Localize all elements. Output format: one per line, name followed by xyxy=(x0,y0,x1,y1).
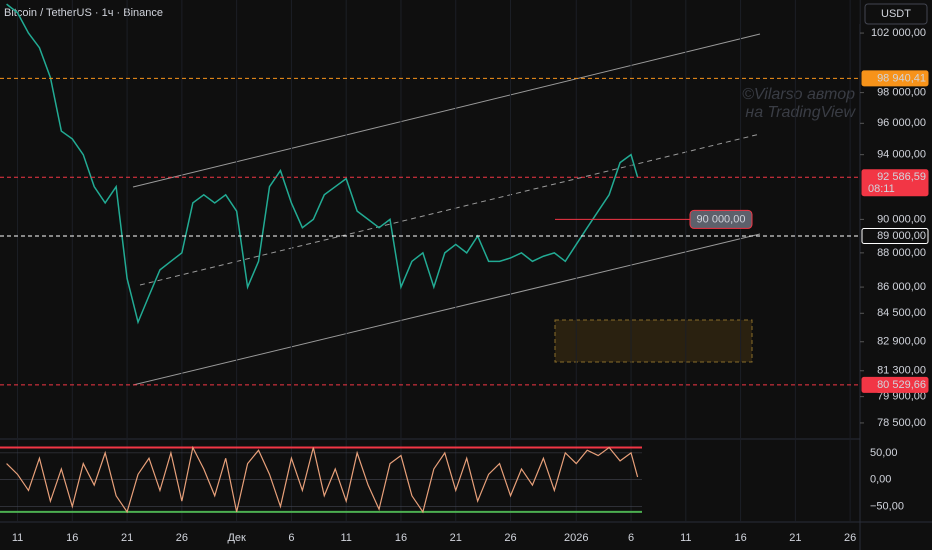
osc-line xyxy=(6,445,639,514)
price-tag xyxy=(861,70,929,87)
price-tag xyxy=(861,169,929,197)
y-tick-label: 81 300,00 xyxy=(877,365,926,377)
x-tick-label: 26 xyxy=(176,532,188,544)
x-tick-label: 11 xyxy=(12,532,23,544)
y-tick-label: 96 000,00 xyxy=(877,117,926,129)
annotation-box xyxy=(689,209,753,229)
x-tick-label: 26 xyxy=(844,532,856,544)
x-tick-label: 11 xyxy=(680,532,691,544)
currency: USDT xyxy=(881,8,911,20)
watermark: на TradingView xyxy=(745,104,856,121)
price-tag-label: 92 586,59 xyxy=(877,171,926,183)
y-tick-label: 79 900,00 xyxy=(877,391,926,403)
x-tick-label: 16 xyxy=(66,532,78,544)
y-tick-label: 94 000,00 xyxy=(877,149,926,161)
symbol-title: Bitcoin / TetherUS · 1ч · Binance xyxy=(4,7,163,19)
x-tick-label: 2026 xyxy=(564,532,588,544)
x-tick-label: 21 xyxy=(789,532,801,544)
y-tick-label: 86 000,00 xyxy=(877,281,926,293)
x-tick-label: Дек xyxy=(227,532,246,544)
price-tag-timer: 08:11 xyxy=(868,183,895,195)
watermark: ©Vilarso автор xyxy=(742,86,855,103)
price-tag-label: 89 000,00 xyxy=(877,230,926,242)
price-tag xyxy=(861,228,929,245)
price-tag-label: 80 529,66 xyxy=(877,379,926,391)
y-tick-label: 84 500,00 xyxy=(877,307,926,319)
price-tag-label: 98 940,41 xyxy=(877,72,926,84)
channel-mid xyxy=(139,133,761,286)
x-tick-label: 26 xyxy=(504,532,516,544)
header-bg xyxy=(0,0,860,24)
currency-button[interactable] xyxy=(864,3,928,25)
channel-line xyxy=(132,233,761,386)
y-tick-label: 82 900,00 xyxy=(877,336,926,348)
x-tick-label: 16 xyxy=(395,532,407,544)
y-tick-label: 98 000,00 xyxy=(877,87,926,99)
zone-box xyxy=(554,319,753,363)
x-tick-label: 11 xyxy=(340,532,351,544)
y-tick-label: 78 500,00 xyxy=(877,417,926,429)
x-tick-label: 6 xyxy=(288,532,294,544)
x-tick-label: 6 xyxy=(628,532,634,544)
y-tick-label: 102 000,00 xyxy=(871,27,926,39)
channel-line xyxy=(132,33,761,188)
y-tick-label: 90 000,00 xyxy=(877,213,926,225)
price-line xyxy=(6,3,639,325)
x-tick-label: 16 xyxy=(734,532,746,544)
y-tick-label: 88 000,00 xyxy=(877,247,926,259)
annotation-label: 90 000,00 xyxy=(697,213,746,225)
x-tick-label: 21 xyxy=(450,532,462,544)
osc-tick-label: 0,00 xyxy=(870,474,891,486)
osc-tick-label: 50,00 xyxy=(870,447,898,459)
price-tag xyxy=(861,376,929,393)
x-tick-label: 21 xyxy=(121,532,133,544)
osc-tick-label: −50,00 xyxy=(870,500,904,512)
